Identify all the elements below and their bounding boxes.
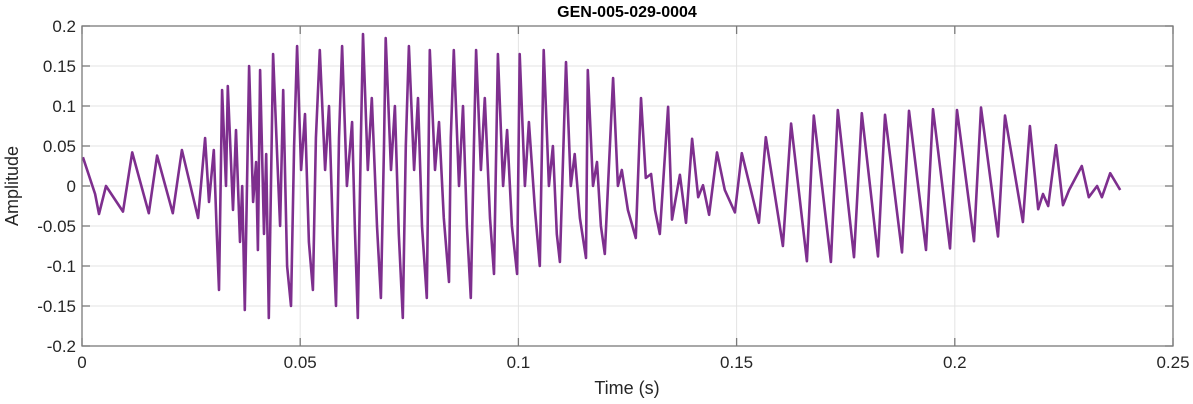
- y-tick-label: 0.15: [43, 57, 76, 76]
- y-tick-label: 0: [67, 177, 76, 196]
- y-tick-label: -0.2: [47, 337, 76, 356]
- x-tick-label: 0.25: [1156, 353, 1189, 372]
- y-tick-label: -0.05: [37, 217, 76, 236]
- series-group: [81, 32, 1122, 320]
- y-tick-label: 0.1: [52, 97, 76, 116]
- axis-ticks: 0 0.05 0.1 0.15 0.2 0.25 0.2 0.15 0.1 0.05 0 -0.05 -…: [37, 17, 1189, 372]
- y-axis-label: Amplitude: [2, 146, 22, 226]
- waveform-line: [81, 32, 1122, 320]
- chart-title: GEN-005-029-0004: [557, 4, 697, 21]
- x-axis-label: Time (s): [594, 378, 659, 398]
- y-tick-label: 0.05: [43, 137, 76, 156]
- x-tick-label: 0.2: [943, 353, 967, 372]
- x-tick-label: 0.05: [284, 353, 317, 372]
- y-tick-label: -0.1: [47, 257, 76, 276]
- y-tick-label: 0.2: [52, 17, 76, 36]
- x-tick-label: 0: [77, 353, 86, 372]
- x-tick-label: 0.15: [720, 353, 753, 372]
- y-tick-label: -0.15: [37, 297, 76, 316]
- x-tick-label: 0.1: [507, 353, 531, 372]
